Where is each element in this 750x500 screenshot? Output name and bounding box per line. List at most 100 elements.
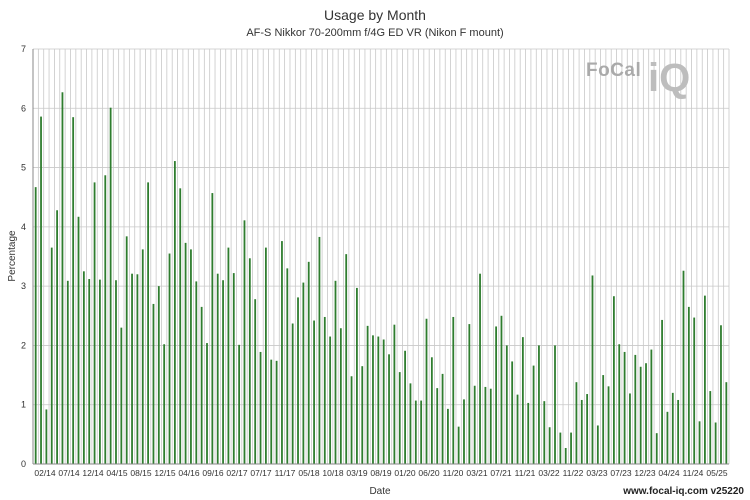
bar	[318, 236, 321, 464]
x-tick-label: 06/20	[418, 468, 440, 478]
bars	[34, 92, 728, 465]
bar	[93, 182, 96, 464]
bar	[109, 107, 112, 464]
bar	[50, 247, 53, 464]
bar	[554, 345, 556, 464]
bar	[313, 320, 315, 464]
y-tick-label: 0	[21, 459, 26, 469]
x-tick-label: 03/23	[586, 468, 608, 478]
bar	[77, 216, 80, 464]
bar	[596, 425, 599, 464]
bar	[671, 392, 674, 464]
y-tick-label: 6	[21, 103, 26, 113]
bar	[650, 349, 653, 464]
bar	[157, 286, 160, 464]
bar	[206, 343, 208, 464]
bar	[297, 297, 299, 464]
bar	[163, 344, 166, 464]
focal-iq-logo: FoCal iQ	[586, 56, 711, 115]
bar	[479, 273, 481, 464]
bar	[184, 242, 187, 464]
bar	[420, 400, 423, 464]
bar	[382, 339, 385, 464]
bar	[709, 391, 712, 464]
bar	[452, 316, 455, 464]
bar	[302, 282, 305, 464]
bar	[356, 287, 358, 464]
bar	[468, 324, 471, 464]
bar	[179, 188, 182, 465]
bar	[559, 432, 562, 464]
bar	[222, 280, 224, 464]
bar	[286, 268, 289, 464]
y-axis-label: Percentage	[7, 230, 18, 282]
bar	[232, 273, 235, 464]
bar	[88, 279, 91, 464]
bar	[334, 280, 337, 464]
bar	[152, 303, 155, 464]
footer-url: www.focal-iq.com v25220	[623, 486, 744, 497]
bar	[602, 375, 605, 464]
bar	[270, 359, 273, 464]
bar	[339, 328, 342, 464]
x-tick-label: 11/21	[515, 468, 536, 478]
bar	[687, 306, 690, 464]
bar	[66, 280, 69, 464]
bar	[45, 409, 48, 464]
bar	[345, 254, 348, 464]
bar	[281, 241, 283, 464]
bar	[532, 365, 535, 464]
x-tick-label: 02/14	[34, 468, 56, 478]
bar	[259, 351, 262, 464]
bar	[393, 324, 396, 464]
x-tick-label: 09/16	[202, 468, 224, 478]
y-tick-label: 3	[21, 281, 26, 291]
bar	[607, 386, 610, 464]
bar	[99, 279, 101, 464]
bar	[141, 249, 144, 464]
x-tick-label: 12/15	[154, 468, 176, 478]
bar	[425, 318, 428, 464]
bar	[586, 394, 589, 464]
bar	[190, 249, 192, 464]
x-tick-label: 11/20	[443, 468, 464, 478]
x-tick-label: 03/21	[466, 468, 488, 478]
bar	[666, 411, 669, 464]
bar	[655, 433, 658, 464]
x-tick-label: 11/22	[563, 468, 584, 478]
y-tick-label: 7	[21, 44, 26, 54]
bar	[409, 383, 412, 464]
bar	[264, 247, 267, 464]
bar	[195, 281, 198, 464]
bar	[361, 366, 364, 464]
y-tick-labels: 0 1 2 3 4 5 6 7	[21, 44, 26, 469]
x-tick-label: 12/23	[634, 468, 656, 478]
x-axis-label: Date	[369, 486, 391, 497]
bar	[291, 323, 294, 464]
bar	[131, 273, 133, 464]
bar	[82, 271, 85, 464]
bar	[516, 394, 519, 464]
bar	[238, 344, 241, 464]
bar	[436, 388, 439, 464]
bar	[612, 296, 615, 464]
x-tick-label: 07/17	[250, 468, 272, 478]
bar	[570, 432, 572, 464]
bar	[473, 385, 476, 464]
bar	[125, 236, 128, 464]
x-tick-label: 04/24	[658, 468, 680, 478]
logo-text-left: FoCal	[586, 60, 642, 81]
chart-title: Usage by Month	[324, 7, 426, 23]
bar	[704, 295, 706, 464]
bar	[527, 402, 530, 464]
bar	[61, 92, 64, 465]
bar	[56, 210, 58, 464]
x-tick-label: 03/19	[346, 468, 368, 478]
x-tick-label: 02/17	[226, 468, 248, 478]
bar	[495, 326, 498, 464]
bar	[173, 161, 176, 465]
y-tick-label: 1	[21, 400, 26, 410]
bar	[564, 447, 567, 464]
bar	[484, 386, 487, 464]
bar	[538, 345, 540, 464]
